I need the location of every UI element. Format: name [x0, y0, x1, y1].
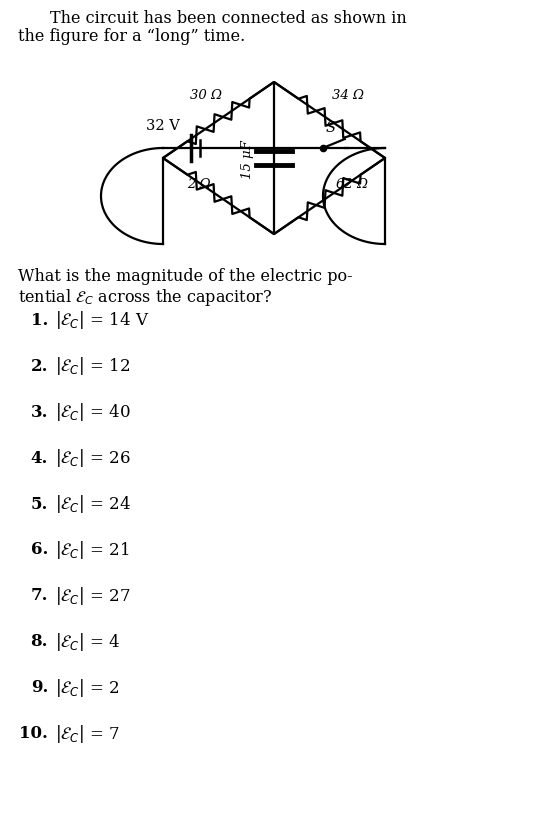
- Text: 4.: 4.: [31, 449, 48, 467]
- Text: $|\mathcal{E}_C|$ = 4: $|\mathcal{E}_C|$ = 4: [55, 631, 120, 653]
- Text: S: S: [326, 121, 336, 135]
- Text: 30 Ω: 30 Ω: [190, 89, 223, 101]
- Text: 2 Ω: 2 Ω: [187, 178, 210, 190]
- Text: What is the magnitude of the electric po-: What is the magnitude of the electric po…: [18, 268, 353, 285]
- Text: 7.: 7.: [31, 588, 48, 605]
- Text: $|\mathcal{E}_C|$ = 12: $|\mathcal{E}_C|$ = 12: [55, 355, 130, 377]
- Text: $|\mathcal{E}_C|$ = 40: $|\mathcal{E}_C|$ = 40: [55, 401, 131, 423]
- Text: $|\mathcal{E}_C|$ = 27: $|\mathcal{E}_C|$ = 27: [55, 585, 131, 607]
- Text: $|\mathcal{E}_C|$ = 21: $|\mathcal{E}_C|$ = 21: [55, 539, 130, 561]
- Text: 10.: 10.: [19, 726, 48, 742]
- Text: 34 Ω: 34 Ω: [331, 89, 364, 101]
- Text: 2.: 2.: [31, 357, 48, 374]
- Text: $|\mathcal{E}_C|$ = 7: $|\mathcal{E}_C|$ = 7: [55, 723, 120, 745]
- Text: $|\mathcal{E}_C|$ = 2: $|\mathcal{E}_C|$ = 2: [55, 677, 120, 699]
- Text: tential $\mathcal{E}_C$ across the capacitor?: tential $\mathcal{E}_C$ across the capac…: [18, 287, 272, 308]
- Text: 8.: 8.: [31, 634, 48, 650]
- Text: 6.: 6.: [31, 542, 48, 559]
- Text: $|\mathcal{E}_C|$ = 14 V: $|\mathcal{E}_C|$ = 14 V: [55, 309, 149, 331]
- Text: 1.: 1.: [31, 311, 48, 328]
- Text: The circuit has been connected as shown in: The circuit has been connected as shown …: [50, 10, 407, 27]
- Text: 15 μF: 15 μF: [241, 141, 254, 179]
- Text: 3.: 3.: [31, 403, 48, 421]
- Text: $|\mathcal{E}_C|$ = 26: $|\mathcal{E}_C|$ = 26: [55, 447, 131, 469]
- Text: 62 Ω: 62 Ω: [335, 178, 368, 190]
- Text: the figure for a “long” time.: the figure for a “long” time.: [18, 28, 245, 45]
- Text: 9.: 9.: [31, 680, 48, 696]
- Text: $|\mathcal{E}_C|$ = 24: $|\mathcal{E}_C|$ = 24: [55, 493, 131, 515]
- Text: 32 V: 32 V: [146, 119, 180, 133]
- Text: 5.: 5.: [31, 495, 48, 513]
